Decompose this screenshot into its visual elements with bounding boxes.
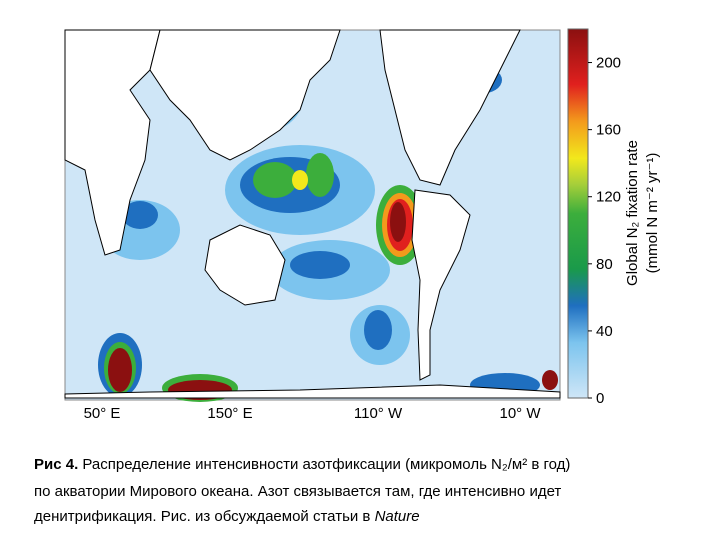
figure-label: Рис 4.	[34, 456, 79, 473]
x-label: 50° E	[84, 405, 121, 422]
continents	[64, 29, 561, 399]
colorbar-label: (mmol N m⁻² yr⁻¹)	[644, 153, 661, 274]
colorbar-label: Global N₂ fixation rate	[624, 140, 641, 286]
x-label: 10° W	[499, 405, 541, 422]
colorbar-ticks: 0 40 80 120 160 200	[588, 55, 621, 407]
colorbar-tick-label: 160	[596, 122, 621, 139]
colorbar-tick-label: 200	[596, 55, 621, 72]
x-label: 150° E	[207, 405, 252, 422]
caption-line: денитрификация. Рис. из обсуждаемой стат…	[34, 508, 420, 525]
caption-line: Рис 4. Распределение интенсивности азотф…	[34, 456, 570, 473]
map-figure: 0 40 80 120 160 200 50° E 150° E 110° W 10° W…	[64, 28, 661, 422]
caption-text: Распределение интенсивности азотфиксации…	[78, 456, 571, 473]
colorbar-tick-label: 40	[596, 323, 613, 340]
caption-line: по акватории Мирового океана. Азот связы…	[34, 483, 562, 500]
x-label: 110° W	[354, 405, 403, 422]
colorbar	[567, 28, 589, 399]
colorbar-tick-label: 120	[596, 189, 621, 206]
colorbar-tick-label: 0	[596, 390, 604, 407]
source: Nature	[374, 508, 420, 525]
caption-text: денитрификация. Рис. из обсуждаемой стат…	[34, 508, 375, 525]
map	[64, 29, 561, 402]
colorbar-tick-label: 80	[596, 256, 613, 273]
